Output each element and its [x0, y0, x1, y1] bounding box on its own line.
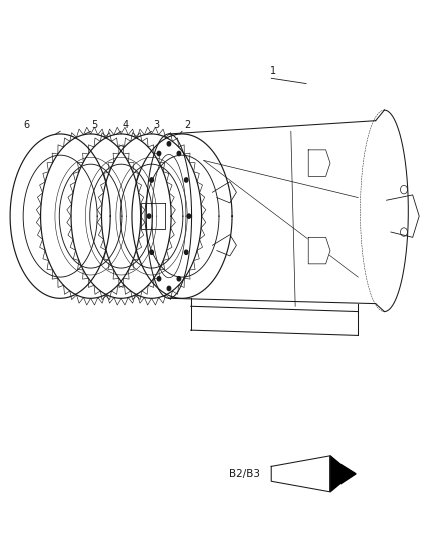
- Circle shape: [184, 250, 188, 254]
- Circle shape: [177, 277, 180, 281]
- Circle shape: [184, 178, 188, 182]
- Text: B2/B3: B2/B3: [230, 469, 260, 479]
- Circle shape: [147, 214, 151, 218]
- Text: 3: 3: [154, 120, 160, 130]
- Circle shape: [157, 277, 161, 281]
- Text: 4: 4: [122, 120, 128, 130]
- Circle shape: [167, 142, 171, 146]
- Polygon shape: [308, 150, 330, 176]
- Text: 5: 5: [92, 120, 98, 130]
- Circle shape: [167, 286, 171, 290]
- Text: 1: 1: [270, 66, 276, 76]
- Circle shape: [150, 250, 153, 254]
- Polygon shape: [341, 464, 356, 484]
- Circle shape: [157, 151, 161, 156]
- Text: 6: 6: [23, 120, 29, 130]
- Circle shape: [187, 214, 191, 218]
- Polygon shape: [308, 237, 330, 264]
- Text: 2: 2: [184, 120, 191, 130]
- Circle shape: [150, 178, 153, 182]
- Circle shape: [177, 151, 180, 156]
- Polygon shape: [330, 456, 352, 492]
